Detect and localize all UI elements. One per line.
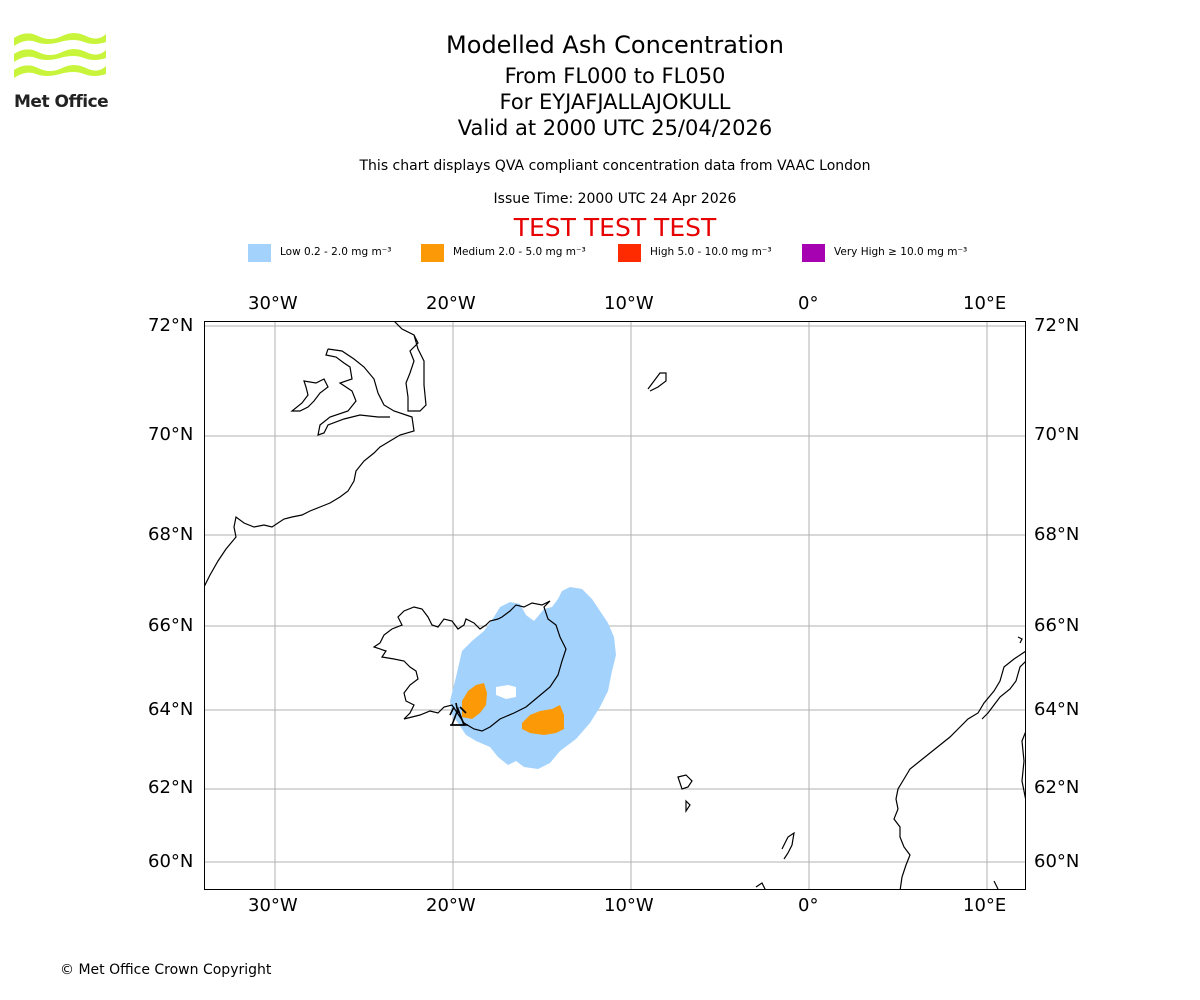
lat-label-right: 66°N — [1034, 615, 1080, 636]
legend-label-very-high: Very High ≥ 10.0 mg m⁻³ — [834, 246, 968, 258]
lon-label-bottom: 10°W — [604, 895, 654, 916]
logo-text: Met Office — [14, 92, 109, 112]
legend-swatch-high — [618, 244, 641, 262]
ash-area-medium-west — [462, 683, 487, 719]
lat-label-left: 66°N — [148, 615, 194, 636]
lon-label-bottom: 20°W — [426, 895, 476, 916]
volcano-marker-icon — [449, 702, 468, 726]
legend-swatch-very-high — [802, 244, 825, 262]
lat-label-right: 68°N — [1034, 524, 1080, 545]
lon-label-top: 0° — [798, 293, 819, 314]
lon-label-top: 30°W — [248, 293, 298, 314]
legend-swatch-medium — [421, 244, 444, 262]
ash-area-low — [450, 587, 616, 769]
legend-label-high: High 5.0 - 10.0 mg m⁻³ — [650, 246, 772, 258]
flight-levels: From FL000 to FL050 — [504, 64, 726, 88]
lat-label-left: 68°N — [148, 524, 194, 545]
valid-time: Valid at 2000 UTC 25/04/2026 — [457, 116, 773, 140]
lon-label-bottom: 10°E — [963, 895, 1007, 916]
lon-label-bottom: 0° — [798, 895, 819, 916]
legend-label-low: Low 0.2 - 2.0 mg m⁻³ — [280, 246, 392, 258]
lon-label-top: 10°W — [604, 293, 654, 314]
lat-label-right: 70°N — [1034, 424, 1080, 445]
legend-swatch-low — [248, 244, 271, 262]
lon-label-bottom: 30°W — [248, 895, 298, 916]
lat-label-left: 72°N — [148, 315, 194, 336]
map-frame — [204, 321, 1026, 890]
lat-label-right: 72°N — [1034, 315, 1080, 336]
chart-title: Modelled Ash Concentration — [446, 31, 784, 59]
coastlines — [204, 321, 1026, 890]
lat-label-right: 60°N — [1034, 851, 1080, 872]
lat-label-left: 62°N — [148, 777, 194, 798]
ash-map — [204, 321, 1026, 890]
ash-area-medium-east — [522, 705, 564, 735]
logo-waves-icon — [14, 33, 106, 78]
copyright: © Met Office Crown Copyright — [60, 962, 272, 978]
lon-label-top: 20°W — [426, 293, 476, 314]
lat-label-left: 60°N — [148, 851, 194, 872]
gridlines — [204, 321, 1026, 890]
lat-label-right: 64°N — [1034, 699, 1080, 720]
legend-label-medium: Medium 2.0 - 5.0 mg m⁻³ — [453, 246, 586, 258]
met-office-logo — [14, 30, 106, 94]
lat-label-right: 62°N — [1034, 777, 1080, 798]
issue-time: Issue Time: 2000 UTC 24 Apr 2026 — [493, 191, 737, 207]
lat-label-left: 70°N — [148, 424, 194, 445]
test-banner: TEST TEST TEST — [513, 213, 717, 242]
lon-label-top: 10°E — [963, 293, 1007, 314]
volcano-name: For EYJAFJALLAJOKULL — [499, 90, 731, 114]
ash-gap — [496, 685, 516, 699]
lat-label-left: 64°N — [148, 699, 194, 720]
chart-description: This chart displays QVA compliant concen… — [359, 158, 871, 174]
